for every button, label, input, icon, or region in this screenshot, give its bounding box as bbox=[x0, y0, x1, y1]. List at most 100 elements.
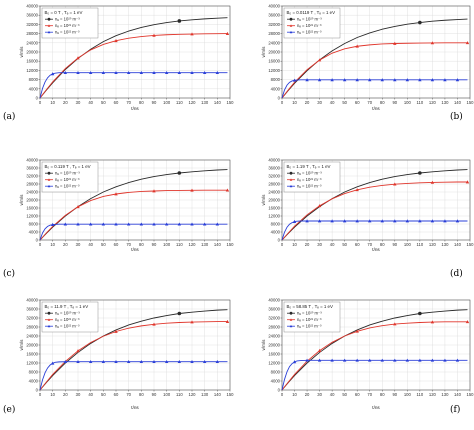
chart-5-xtick-label-2: 20 bbox=[305, 392, 310, 397]
chart-3-series-1-point-3 bbox=[430, 180, 435, 184]
chart-1-series-2-point-6 bbox=[368, 78, 372, 82]
chart-4-series-2-point-7 bbox=[139, 359, 144, 364]
chart-5-ytick-label-5: 20000 bbox=[268, 343, 280, 348]
chart-0-xtick-label-12: 120 bbox=[189, 100, 197, 105]
chart-4-series-2-point-12 bbox=[202, 359, 207, 364]
chart-3-xtick-label-14: 140 bbox=[454, 242, 462, 247]
chart-1-xtick-label-12: 120 bbox=[429, 100, 437, 105]
chart-3-panel-label: (d) bbox=[450, 268, 463, 279]
chart-1-series-2-point-0 bbox=[292, 78, 297, 82]
chart-1-series-1-point-1 bbox=[355, 44, 359, 48]
chart-1-series-2-point-8 bbox=[393, 78, 397, 82]
chart-1-series-1-point-2 bbox=[393, 41, 397, 45]
chart-0-xtick-label-2: 20 bbox=[63, 100, 68, 105]
chart-5-series-2-point-12 bbox=[443, 358, 447, 362]
chart-3-series-2-point-0 bbox=[292, 219, 297, 223]
chart-5-series-2-point-3 bbox=[330, 358, 334, 362]
chart-1-xtick-label-2: 20 bbox=[305, 100, 310, 105]
chart-1-series-2-point-4 bbox=[342, 78, 347, 82]
chart-4-xtick-label-5: 50 bbox=[101, 392, 106, 397]
chart-2-series-0-point-0 bbox=[177, 171, 182, 175]
chart-1-legend-marker-1 bbox=[289, 24, 293, 27]
chart-1-ytick-label-1: 4000 bbox=[271, 86, 281, 91]
chart-5-ytick-label-6: 24000 bbox=[268, 334, 280, 339]
chart-4-ytick-label-3: 12000 bbox=[26, 361, 38, 366]
chart-5-series-2-point-9 bbox=[405, 358, 410, 362]
chart-3-ytick-label-5: 20000 bbox=[268, 198, 280, 203]
chart-1-series-2-point-7 bbox=[380, 78, 384, 82]
chart-3: 0 4000 8000 12000 16000 20000 24000 28000 32000 3… bbox=[261, 158, 474, 280]
chart-1-series-2-point-1 bbox=[305, 78, 309, 82]
chart-5-series-2-point-13 bbox=[455, 358, 460, 362]
chart-2-series-2-point-9 bbox=[164, 222, 169, 226]
chart-4-legend-entry-2: nₑ = 10²² m⁻³ bbox=[55, 324, 80, 329]
chart-1-series-1-point-3 bbox=[430, 41, 435, 45]
chart-0-xtick-label-10: 100 bbox=[163, 100, 171, 105]
chart-1-series-2-line bbox=[281, 79, 468, 99]
chart-3-ytick-label-7: 28000 bbox=[268, 182, 280, 187]
chart-0-ytick-label-2: 8000 bbox=[29, 77, 39, 82]
chart-0-series-2-point-0 bbox=[50, 72, 55, 76]
chart-3-ytick-label-4: 16000 bbox=[268, 206, 280, 211]
chart-1-series-0-point-0 bbox=[418, 20, 422, 25]
chart-0-legend-marker-0 bbox=[47, 17, 51, 21]
chart-3-legend-marker-0 bbox=[289, 171, 293, 175]
chart-5-series-1-point-1 bbox=[355, 329, 359, 333]
chart-2-ytick-label-6: 24000 bbox=[26, 190, 38, 195]
chart-1-series-1-point-4 bbox=[465, 41, 470, 45]
chart-1-legend-entry-2: nₑ = 10²² m⁻³ bbox=[297, 30, 322, 35]
chart-5-legend-marker-2 bbox=[289, 324, 293, 328]
chart-4-xtick-label-4: 40 bbox=[88, 392, 93, 397]
chart-0-ytick-label-0: 0 bbox=[36, 96, 39, 101]
chart-2-xtick-label-15: 150 bbox=[227, 242, 235, 247]
chart-0-series-2-point-3 bbox=[88, 71, 93, 75]
chart-2-series-2-point-6 bbox=[126, 222, 131, 226]
chart-5-xtick-label-10: 100 bbox=[404, 392, 412, 397]
chart-5-xtick-label-9: 90 bbox=[392, 392, 397, 397]
chart-0-series-2-point-7 bbox=[139, 71, 144, 75]
chart-4-xtick-label-7: 70 bbox=[126, 392, 131, 397]
chart-0-xtick-label-7: 70 bbox=[126, 100, 131, 105]
chart-5-xtick-label-7: 70 bbox=[367, 392, 372, 397]
chart-0-series-2-point-12 bbox=[202, 71, 207, 75]
chart-5-series-2-point-4 bbox=[342, 358, 347, 362]
chart-3-ytick-label-3: 12000 bbox=[268, 214, 280, 219]
chart-2: 0 4000 8000 12000 16000 20000 24000 28000 32000 3… bbox=[3, 158, 234, 280]
chart-5-ytick-label-2: 8000 bbox=[271, 370, 281, 375]
chart-4-legend-entry-1: nₑ = 10²¹ m⁻³ bbox=[55, 317, 80, 322]
chart-0-series-1-point-0 bbox=[76, 56, 80, 60]
chart-4-xtick-label-11: 110 bbox=[176, 392, 183, 397]
chart-1-xtick-label-14: 140 bbox=[454, 100, 462, 105]
chart-0-series-0-line bbox=[39, 17, 228, 99]
chart-5-panel-label: (f) bbox=[450, 404, 460, 415]
chart-1-xtick-label-10: 100 bbox=[404, 100, 412, 105]
chart-5-ylabel: v/m/s bbox=[261, 339, 266, 351]
chart-1-legend-marker-2 bbox=[289, 30, 293, 34]
chart-5-series-2-point-6 bbox=[368, 358, 372, 362]
chart-1-legend-box bbox=[283, 7, 341, 39]
chart-4-legend-marker-2 bbox=[47, 324, 51, 328]
chart-4-xtick-label-2: 20 bbox=[63, 392, 68, 397]
chart-3-legend-title: B₀ = 1.19 T , Tₑ = 1 eV bbox=[287, 164, 331, 169]
chart-4-series-0-point-0 bbox=[177, 311, 182, 316]
chart-2-series-1-point-3 bbox=[190, 188, 194, 192]
chart-5-series-2-point-5 bbox=[355, 358, 359, 362]
chart-0: 0 4000 8000 12000 16000 20000 24000 28000 32000 3… bbox=[3, 4, 234, 123]
chart-3-xtick-label-15: 150 bbox=[467, 242, 474, 247]
chart-2-legend-entry-0: nₑ = 10²⁰ m⁻³ bbox=[55, 171, 80, 176]
chart-1-series-2-point-9 bbox=[405, 78, 410, 82]
chart-2-xtick-label-14: 140 bbox=[214, 242, 222, 247]
chart-3-xtick-label-11: 110 bbox=[417, 242, 424, 247]
chart-2-ytick-label-8: 32000 bbox=[26, 174, 38, 179]
chart-5-legend-entry-1: nₑ = 10²¹ m⁻³ bbox=[297, 317, 322, 322]
chart-2-xtick-label-9: 90 bbox=[152, 242, 157, 247]
chart-2-xtick-label-13: 130 bbox=[201, 242, 209, 247]
chart-5-ytick-label-7: 28000 bbox=[268, 325, 280, 330]
chart-3-xtick-label-10: 100 bbox=[404, 242, 412, 247]
chart-5-series-0-line bbox=[281, 309, 468, 391]
chart-3-ytick-label-8: 32000 bbox=[268, 174, 280, 179]
chart-0-series-2-point-2 bbox=[76, 71, 80, 75]
chart-0-xtick-label-9: 90 bbox=[152, 100, 157, 105]
chart-4-series-2-point-9 bbox=[164, 359, 169, 364]
chart-1-ytick-label-4: 16000 bbox=[268, 59, 280, 64]
